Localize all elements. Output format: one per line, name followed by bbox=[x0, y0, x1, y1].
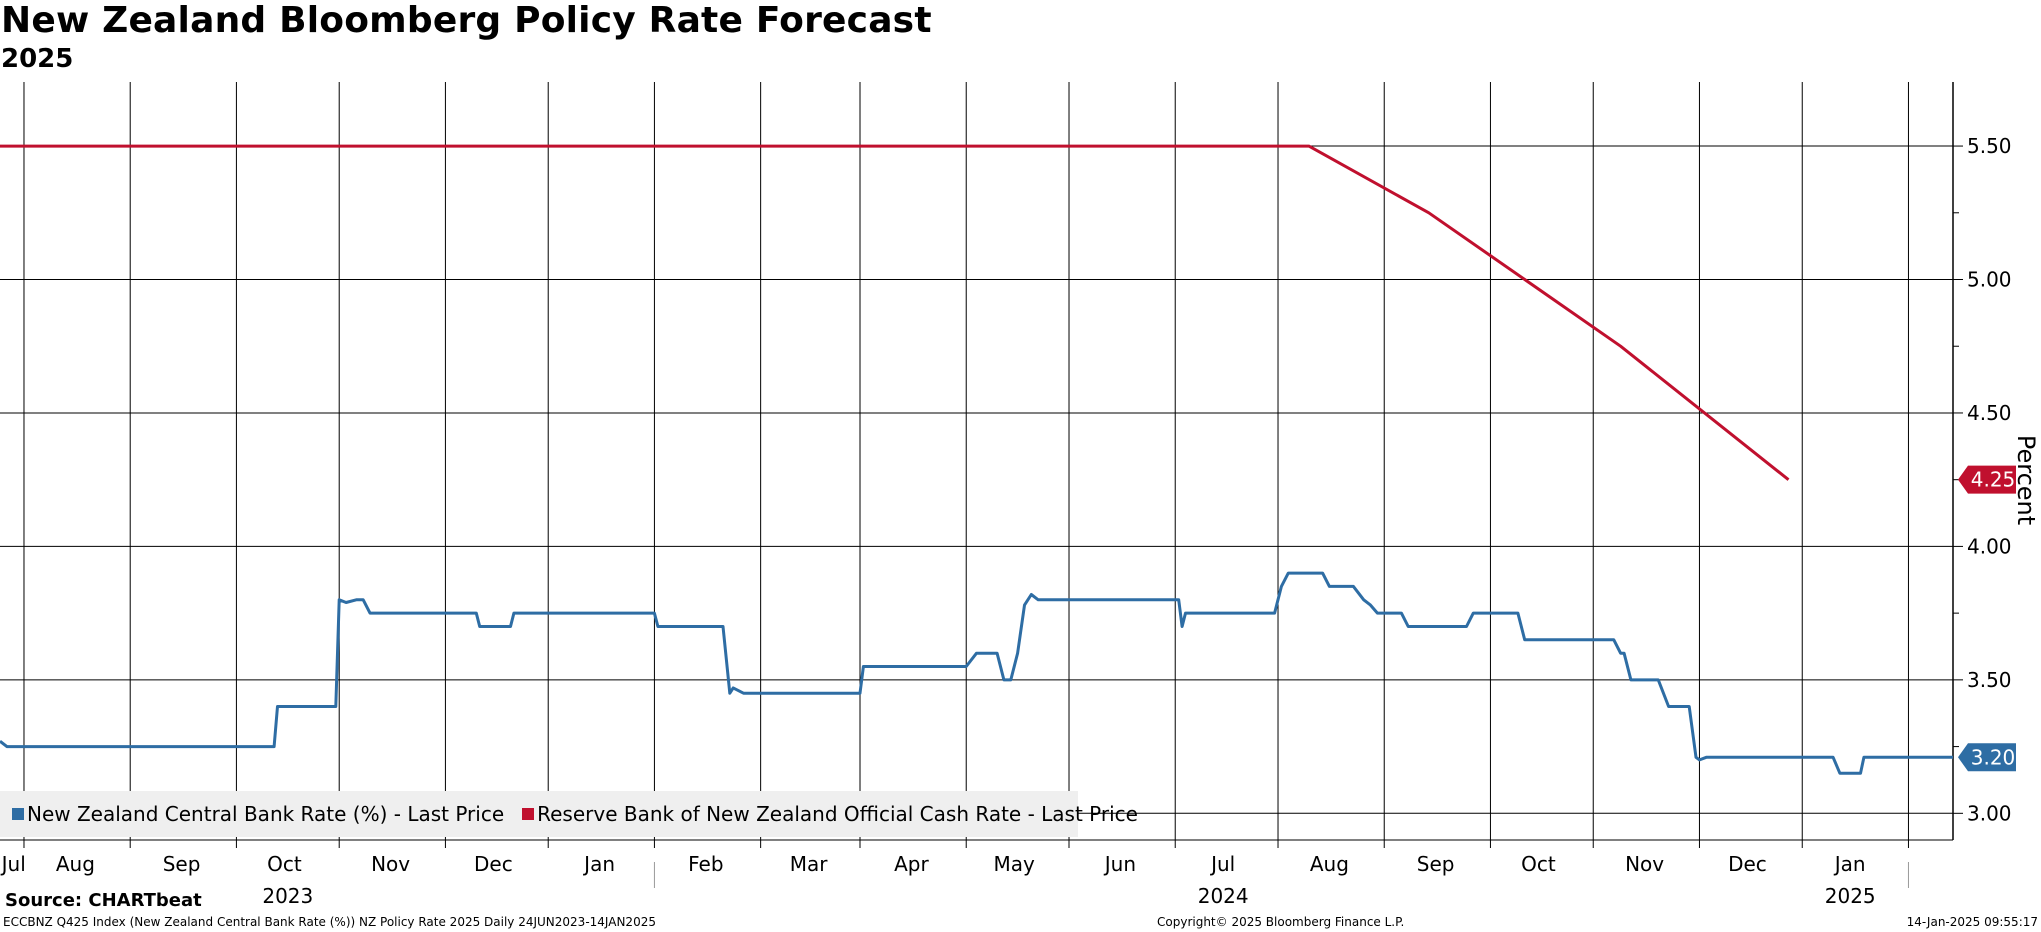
y-tick-label: 4.50 bbox=[1967, 401, 2012, 425]
legend-item-nzcb[interactable]: New Zealand Central Bank Rate (%) - Last… bbox=[12, 802, 504, 826]
y-tick-label: 3.00 bbox=[1967, 801, 2012, 825]
x-month-label: Sep bbox=[163, 852, 201, 876]
chart-title: New Zealand Bloomberg Policy Rate Foreca… bbox=[1, 0, 932, 41]
y-tick-label: 5.50 bbox=[1967, 134, 2012, 158]
footer-copyright: Copyright© 2025 Bloomberg Finance L.P. bbox=[1157, 915, 1405, 929]
x-year-label: 2025 bbox=[1825, 884, 1876, 908]
legend-label-nzcb: New Zealand Central Bank Rate (%) - Last… bbox=[27, 802, 505, 826]
legend-label-rbnz: Reserve Bank of New Zealand Official Cas… bbox=[537, 802, 1138, 826]
last-value-label-nzcb: 3.20 bbox=[1971, 745, 2016, 769]
x-month-label: Jul bbox=[0, 852, 26, 876]
footer-index-info: ECCBNZ Q425 Index (New Zealand Central B… bbox=[3, 915, 656, 929]
label-layer: 3.00 3.50 4.00 4.50 5.00 5.50 Jul Aug Sep Oct Nov D… bbox=[0, 134, 2040, 908]
x-month-label: Jan bbox=[1833, 852, 1866, 876]
series-layer bbox=[0, 144, 1953, 775]
legend-swatch-nzcb bbox=[12, 808, 24, 820]
x-month-label: Aug bbox=[1310, 852, 1349, 876]
x-month-label: Dec bbox=[1728, 852, 1767, 876]
y-axis-title: Percent bbox=[2012, 435, 2040, 525]
y-tick-label: 3.50 bbox=[1967, 668, 2012, 692]
axis-layer bbox=[0, 82, 1963, 888]
x-month-label: Dec bbox=[474, 852, 513, 876]
y-tick-label: 4.00 bbox=[1967, 534, 2012, 558]
legend: New Zealand Central Bank Rate (%) - Last… bbox=[0, 791, 1138, 837]
last-value-flag-nzcb bbox=[1958, 743, 2016, 772]
x-month-label: Nov bbox=[1625, 852, 1664, 876]
x-year-label: 2023 bbox=[262, 884, 313, 908]
last-value-flag-rbnz bbox=[1958, 465, 2016, 494]
x-month-label: Apr bbox=[894, 852, 929, 876]
x-month-label: Mar bbox=[790, 852, 829, 876]
x-month-label: Feb bbox=[688, 852, 723, 876]
last-value-label-rbnz: 4.25 bbox=[1971, 468, 2016, 492]
legend-swatch-rbnz bbox=[522, 808, 535, 820]
x-month-label: Jul bbox=[1209, 852, 1235, 876]
grid-layer bbox=[0, 82, 1953, 840]
x-year-label: 2024 bbox=[1198, 884, 1249, 908]
x-month-label: Oct bbox=[1521, 852, 1556, 876]
footer-timestamp: 14-Jan-2025 09:55:17 bbox=[1906, 915, 2038, 929]
x-month-label: Jan bbox=[582, 852, 615, 876]
x-month-label: Jun bbox=[1103, 852, 1136, 876]
x-month-label: May bbox=[994, 852, 1036, 876]
source-note: Source: CHARTbeat bbox=[5, 890, 202, 911]
x-month-label: Oct bbox=[267, 852, 302, 876]
series-line-rbnz bbox=[0, 144, 1790, 481]
legend-item-rbnz[interactable]: Reserve Bank of New Zealand Official Cas… bbox=[522, 802, 1138, 826]
series-line-nzcb bbox=[0, 571, 1953, 775]
x-month-label: Sep bbox=[1417, 852, 1455, 876]
y-tick-label: 5.00 bbox=[1967, 268, 2012, 292]
x-month-label: Aug bbox=[56, 852, 95, 876]
x-month-label: Nov bbox=[371, 852, 410, 876]
chart-subtitle: 2025 bbox=[1, 44, 74, 74]
